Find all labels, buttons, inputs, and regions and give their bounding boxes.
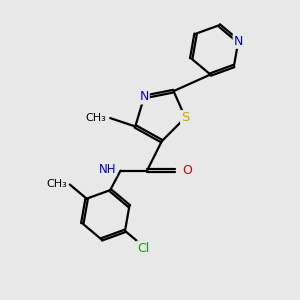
Text: N: N bbox=[140, 91, 149, 103]
Text: CH₃: CH₃ bbox=[85, 113, 106, 123]
Text: O: O bbox=[182, 164, 192, 177]
Text: S: S bbox=[181, 111, 190, 124]
Text: CH₃: CH₃ bbox=[46, 179, 67, 190]
Text: Cl: Cl bbox=[137, 242, 149, 254]
Text: NH: NH bbox=[99, 163, 116, 176]
Text: N: N bbox=[234, 35, 243, 48]
